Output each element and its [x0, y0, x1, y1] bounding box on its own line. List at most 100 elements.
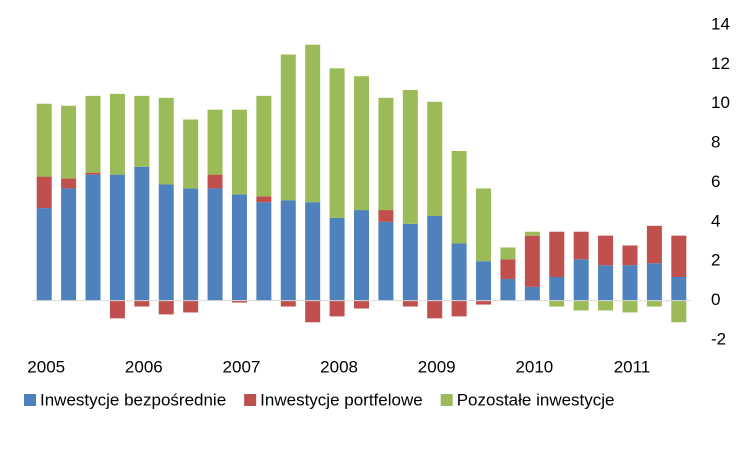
bar-segment: [451, 243, 467, 301]
bar-segment: [378, 221, 394, 301]
bar-segment: [305, 44, 321, 203]
bar-segment: [671, 277, 687, 301]
bar-segment: [85, 174, 101, 301]
y-tick-label: 8: [711, 133, 720, 152]
bar-segment: [573, 300, 589, 311]
bar-segment: [402, 300, 418, 307]
y-tick-label: 2: [711, 251, 720, 270]
bar-segment: [671, 300, 687, 323]
bar-segment: [524, 231, 540, 236]
bar-segment: [183, 119, 199, 189]
bar-segment: [85, 172, 101, 175]
y-tick-label: 10: [711, 93, 730, 112]
bar-segment: [256, 202, 272, 301]
x-tick-label: 2009: [418, 357, 456, 376]
bar-segment: [524, 286, 540, 301]
bar-segment: [598, 235, 614, 266]
bar-segment: [61, 178, 77, 189]
x-tick-label: 2011: [614, 357, 651, 376]
bar-segment: [256, 95, 272, 197]
bar-segment: [158, 97, 174, 185]
bar-segment: [524, 235, 540, 287]
y-tick-label: 6: [711, 172, 720, 191]
bar-segment: [500, 247, 516, 260]
bar-segment: [231, 300, 247, 303]
bar-segment: [671, 235, 687, 277]
bar-segment: [305, 202, 321, 301]
bar-segment: [109, 174, 125, 301]
bar-segment: [549, 231, 565, 277]
legend-swatch: [244, 394, 257, 406]
bar-segment: [451, 300, 467, 317]
bar-segment: [36, 208, 52, 301]
bar-segment: [573, 259, 589, 301]
bar-segment: [134, 166, 150, 301]
bar-segment: [622, 245, 638, 266]
bar-segment: [354, 300, 369, 309]
x-tick-label: 2010: [515, 357, 553, 376]
bar-segment: [476, 188, 492, 262]
bar-segment: [231, 109, 247, 195]
bar-segment: [158, 184, 174, 301]
bar-segment: [207, 174, 223, 189]
y-tick-label: -2: [711, 329, 726, 348]
bar-segment: [354, 76, 369, 211]
bar-segment: [598, 265, 614, 301]
legend-label: Pozostałe inwestycje: [457, 390, 615, 409]
bar-segment: [427, 215, 443, 301]
y-tick-label: 14: [711, 14, 730, 33]
bar-segment: [61, 188, 77, 301]
bar-segment: [598, 300, 614, 311]
bar-segment: [109, 93, 125, 175]
bar-segment: [61, 105, 77, 179]
bar-segment: [207, 109, 223, 175]
bar-segment: [329, 68, 345, 218]
y-tick-label: 0: [711, 290, 720, 309]
bar-segment: [500, 259, 516, 279]
bar-segment: [402, 89, 418, 224]
bar-segment: [256, 196, 272, 203]
bar-segment: [549, 300, 565, 307]
x-tick-label: 2005: [27, 357, 65, 376]
bar-segment: [231, 194, 247, 301]
bar-segment: [329, 217, 345, 301]
x-tick-label: 2007: [223, 357, 261, 376]
bar-segment: [646, 263, 662, 301]
bar-segment: [549, 277, 565, 301]
legend-label: Inwestycje bezpośrednie: [40, 390, 226, 409]
bar-segment: [402, 223, 418, 301]
bar-segment: [36, 176, 52, 209]
bar-segment: [500, 278, 516, 301]
bar-segment: [36, 103, 52, 177]
bar-segment: [158, 300, 174, 315]
bar-segment: [280, 54, 296, 201]
bar-segment: [280, 300, 296, 307]
bar-segment: [109, 300, 125, 319]
bar-segment: [622, 265, 638, 301]
bar-segment: [354, 210, 369, 301]
bar-segment: [622, 300, 638, 313]
bar-segment: [476, 300, 492, 305]
bar-segment: [183, 188, 199, 301]
bar-segment: [573, 231, 589, 260]
bar-segment: [378, 97, 394, 211]
y-tick-label: 4: [711, 211, 720, 230]
bar-segment: [134, 95, 150, 167]
bar-segment: [427, 300, 443, 319]
bar-segment: [85, 95, 101, 173]
bar-segment: [134, 300, 150, 307]
bar-segment: [451, 151, 467, 244]
legend-swatch: [440, 394, 453, 406]
bar-segment: [329, 300, 345, 317]
bar-segment: [378, 210, 394, 222]
bar-segment: [476, 261, 492, 301]
bar-segment: [427, 101, 443, 216]
x-tick-label: 2008: [320, 357, 358, 376]
bar-segment: [183, 300, 199, 313]
x-tick-label: 2006: [125, 357, 163, 376]
bar-segment: [207, 188, 223, 301]
bar-segment: [280, 200, 296, 301]
bar-segment: [646, 300, 662, 307]
y-tick-label: 12: [711, 54, 730, 73]
